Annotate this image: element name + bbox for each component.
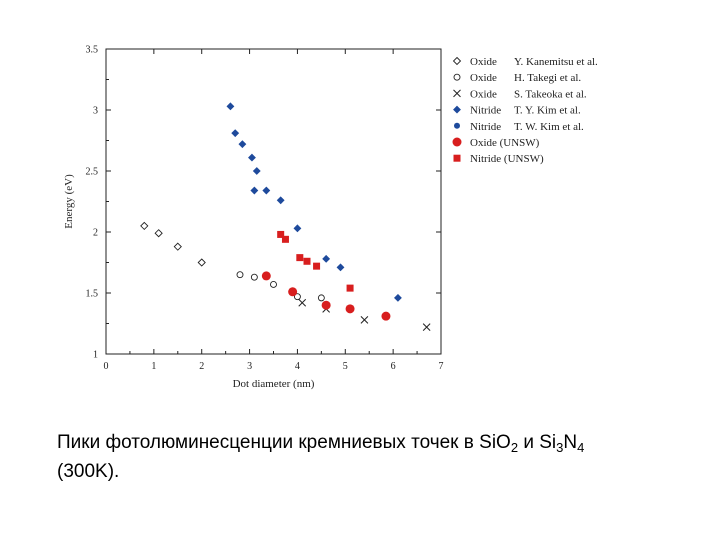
legend-name-1: Oxide (470, 72, 497, 84)
x-marker-stroke (298, 298, 307, 307)
data-point-s3-p6 (262, 186, 271, 195)
x-tick-label: 2 (199, 361, 204, 372)
plot-frame (105, 48, 442, 355)
data-point-s6-p5 (346, 284, 354, 292)
legend-author-4: T. W. Kim et al. (514, 121, 584, 133)
legend-marker-0 (452, 56, 462, 66)
data-point-s2-p3 (422, 323, 431, 332)
data-point-s3-p3 (248, 153, 256, 162)
x-marker-stroke (360, 315, 369, 324)
data-point-s3-p2 (238, 140, 247, 149)
y-tick-label: 3.5 (86, 45, 99, 56)
data-point-s6-p2 (296, 254, 304, 262)
x-tick-label: 6 (391, 361, 396, 372)
caption-text-a: Пики фотолюминесценции кремниевых точек … (57, 432, 511, 453)
legend-name-6: Nitride (UNSW) (470, 153, 544, 165)
legend-marker-4 (454, 122, 460, 129)
data-point-s3-p7 (276, 196, 285, 205)
data-point-s6-p0 (277, 230, 285, 238)
data-point-s1-p2 (270, 281, 277, 288)
x-marker-stroke (453, 89, 461, 98)
data-point-s0-p3 (197, 258, 206, 267)
caption-line-2: (300K). (57, 461, 120, 482)
x-tick-label: 1 (151, 361, 156, 372)
data-point-s6-p1 (281, 235, 289, 243)
legend-author-3: T. Y. Kim et al. (514, 105, 581, 117)
data-point-s5-p1 (288, 287, 298, 297)
legend-marker-1 (453, 73, 461, 81)
legend-marker-2 (453, 89, 461, 98)
data-point-s5-p3 (345, 304, 355, 314)
data-point-s0-p1 (154, 229, 163, 238)
caption-text-c: и Si (518, 432, 557, 453)
legend-marker-6 (453, 154, 461, 162)
data-point-s3-p8 (293, 224, 302, 233)
x-axis-label: Dot diameter (nm) (233, 378, 315, 390)
data-point-s5-p0 (261, 271, 271, 281)
legend-marker-3 (453, 105, 461, 114)
data-point-s3-p0 (226, 102, 235, 111)
legend-name-5: Oxide (UNSW) (470, 137, 540, 149)
legend-marker-5 (452, 137, 462, 147)
x-tick-label: 4 (295, 361, 300, 372)
data-point-s1-p3 (293, 293, 301, 301)
data-point-s0-p0 (140, 221, 149, 231)
data-point-s1-p0 (236, 271, 244, 279)
x-marker-stroke (422, 323, 431, 332)
data-point-s1-p1 (250, 273, 258, 281)
data-point-s3-p10 (336, 263, 345, 272)
data-point-s3-p11 (394, 293, 402, 302)
caption-sub-3: 3 (556, 440, 564, 455)
legend-author-1: H. Takegi et al. (514, 72, 581, 84)
legend-author-2: S. Takeoka et al. (514, 88, 587, 100)
data-point-s3-p5 (250, 186, 259, 195)
legend-name-0: Oxide (470, 56, 497, 68)
x-tick-label: 7 (439, 361, 444, 372)
legend-author-0: Y. Kanemitsu et al. (514, 56, 598, 68)
x-tick-label: 5 (343, 361, 348, 372)
data-point-s6-p4 (313, 262, 321, 270)
caption-text-e: N (563, 432, 578, 453)
y-tick-label: 1 (93, 350, 98, 361)
y-tick-label: 1.5 (86, 289, 99, 300)
data-point-s2-p0 (298, 298, 307, 307)
data-point-s3-p1 (231, 129, 240, 138)
data-point-s5-p2 (321, 300, 331, 310)
data-point-s3-p4 (252, 167, 261, 175)
legend-name-3: Nitride (470, 105, 501, 117)
y-tick-label: 3 (93, 106, 98, 117)
data-point-s6-p3 (303, 257, 311, 265)
data-points (140, 102, 431, 332)
legend: Oxide Y. Kanemitsu et al. Oxide H. Takegi e… (452, 56, 598, 165)
data-point-s3-p9 (322, 254, 331, 263)
y-tick-label: 2 (93, 228, 98, 239)
x-tick-label: 3 (247, 361, 252, 372)
x-tick-label: 0 (104, 361, 109, 372)
data-point-s5-p4 (381, 311, 391, 321)
legend-name-2: Oxide (470, 88, 497, 100)
legend-name-4: Nitride (470, 121, 501, 133)
y-axis-label: Energy (eV) (63, 174, 75, 229)
data-point-s1-p4 (317, 294, 325, 302)
caption-sub-2: 2 (510, 440, 519, 455)
caption-sub-4: 4 (577, 440, 585, 455)
data-point-s0-p2 (173, 242, 182, 251)
figure-caption: Пики фотолюминесценции кремниевых точек … (57, 428, 697, 486)
data-point-s2-p2 (360, 315, 369, 324)
y-tick-label: 2.5 (86, 167, 99, 178)
